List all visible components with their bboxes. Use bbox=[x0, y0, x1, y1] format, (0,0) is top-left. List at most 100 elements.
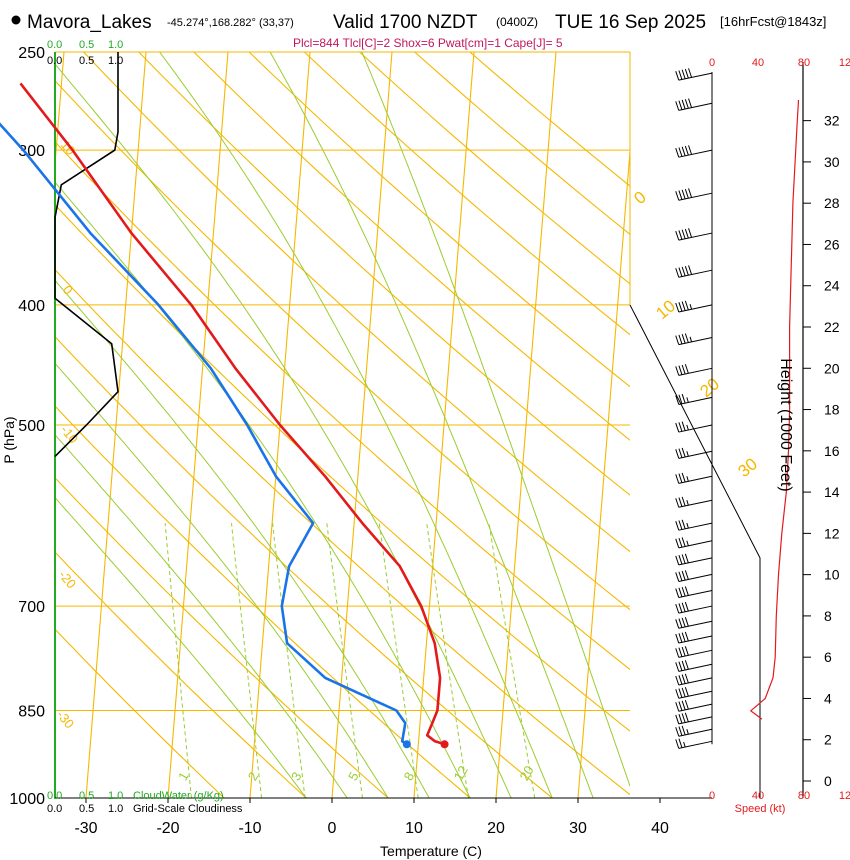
wind-speed-line bbox=[749, 99, 800, 720]
wind-barb-shaft-13 bbox=[678, 557, 713, 566]
dewpoint-line bbox=[0, 122, 408, 746]
height-tick-12: 12 bbox=[824, 525, 840, 541]
wind-barb-flag-15-0 bbox=[675, 521, 680, 531]
x-tick-0: 0 bbox=[328, 820, 337, 837]
wind-barb-flag-23-1 bbox=[678, 302, 683, 312]
speed-bottom-120: 12 bbox=[839, 790, 850, 802]
wind-barb-shaft-5 bbox=[678, 677, 713, 686]
wind-barb-flag-29-1 bbox=[678, 70, 683, 80]
cloudwater-label: CloudWater (g/Kg) bbox=[133, 790, 224, 802]
cloudiness-top-1: 1.0 bbox=[108, 55, 123, 67]
wind-barb-flag-7-1 bbox=[678, 647, 683, 657]
moist-adiabat-8 bbox=[361, 52, 630, 788]
wind-barb-flag-27-2 bbox=[681, 146, 686, 156]
sounding-profiles bbox=[0, 82, 449, 749]
height-tick-30: 30 bbox=[824, 154, 840, 170]
x-tick-40: 40 bbox=[651, 820, 669, 837]
wind-barb-flag-11-3 bbox=[684, 586, 689, 596]
wind-barb-flag-9-3 bbox=[684, 617, 689, 627]
wind-barb-flag-9-1 bbox=[678, 618, 683, 628]
pressure-tick-500: 500 bbox=[18, 418, 45, 435]
wind-barb-flag-27-3 bbox=[684, 145, 689, 156]
wind-barb-flag-24-4 bbox=[688, 265, 693, 275]
wind-barb-flag-24-1 bbox=[678, 267, 683, 277]
cloudiness-top-05: 0.5 bbox=[79, 55, 94, 67]
height-tick-10: 10 bbox=[824, 567, 840, 583]
wind-barb-half-14 bbox=[686, 540, 689, 546]
wind-barb-flag-2-2 bbox=[681, 713, 686, 723]
cloudiness-top-0: 0.0 bbox=[47, 55, 62, 67]
wind-barb-half-19 bbox=[686, 424, 689, 431]
wind-barb-flag-3-2 bbox=[681, 700, 686, 711]
x-tick-10: 10 bbox=[405, 820, 423, 837]
wind-barb-flag-21-0 bbox=[675, 366, 680, 376]
temperature-line bbox=[19, 82, 445, 746]
wind-barb-flag-26-0 bbox=[675, 191, 680, 201]
wind-barb-flag-11-0 bbox=[675, 588, 680, 598]
moist-adiabat-3 bbox=[55, 279, 430, 798]
wind-barb-flag-26-1 bbox=[678, 190, 683, 200]
wind-barb-flag-20-1 bbox=[678, 394, 683, 404]
station-name: Mavora_Lakes bbox=[27, 12, 152, 33]
dry-adiabat-7 bbox=[55, 141, 630, 671]
wind-barb-shaft-23 bbox=[678, 304, 713, 313]
wind-barb-half-18 bbox=[686, 451, 689, 457]
cloudwater-top-0: 0.0 bbox=[47, 39, 62, 51]
dry-adiabat-14 bbox=[358, 52, 630, 285]
wind-barb-shaft-16 bbox=[678, 499, 713, 508]
wind-barb-half-20 bbox=[686, 397, 689, 403]
mixing-ratio-label-0: 1 bbox=[175, 769, 192, 783]
wind-barb-flag-26-3 bbox=[684, 188, 689, 199]
wind-barb-flag-12-3 bbox=[684, 570, 689, 580]
wind-barb-flag-19-1 bbox=[678, 422, 683, 432]
cloudiness-bottom-0: 0.0 bbox=[47, 803, 62, 815]
mixing-ratio-0 bbox=[164, 523, 192, 799]
wind-barb-flag-28-3 bbox=[684, 99, 689, 109]
wind-barb-flag-18-1 bbox=[678, 448, 683, 458]
cloudwater-bottom-05: 0.5 bbox=[79, 790, 94, 802]
wind-barb-flag-4-0 bbox=[675, 689, 680, 699]
height-tick-16: 16 bbox=[824, 443, 840, 459]
height-tick-24: 24 bbox=[824, 278, 840, 294]
moist-adiabat-5 bbox=[55, 63, 512, 798]
pressure-tick-250: 250 bbox=[18, 45, 45, 62]
speed-bottom-40: 40 bbox=[752, 790, 764, 802]
wind-barb-flag-10-1 bbox=[678, 603, 683, 613]
wind-barb-flag-7-3 bbox=[684, 646, 689, 656]
wind-barb-flag-29-2 bbox=[681, 69, 686, 79]
wind-barb-shaft-7 bbox=[678, 649, 713, 658]
wind-barb-half-16 bbox=[686, 500, 689, 506]
wind-barb-shaft-29 bbox=[678, 72, 713, 81]
moist-adiabat-0 bbox=[55, 496, 307, 798]
wind-barb-shaft-17 bbox=[678, 475, 713, 484]
pressure-tick-300: 300 bbox=[18, 143, 45, 160]
height-tick-18: 18 bbox=[824, 402, 840, 418]
wind-barb-flag-13-3 bbox=[684, 553, 689, 563]
wind-barb-flag-22-3 bbox=[684, 333, 689, 343]
wind-barb-flag-18-2 bbox=[681, 447, 686, 458]
pressure-tick-700: 700 bbox=[18, 599, 45, 616]
wind-barb-flag-6-0 bbox=[675, 662, 680, 672]
wind-barb-flag-21-3 bbox=[684, 364, 689, 374]
wind-barb-flag-14-0 bbox=[675, 538, 680, 548]
wind-barb-flag-7-0 bbox=[675, 648, 680, 658]
wind-barb-shaft-12 bbox=[678, 573, 713, 582]
wind-barb-half-17 bbox=[686, 476, 689, 482]
wind-barb-shaft-10 bbox=[678, 605, 713, 614]
wind-barb-flag-28-1 bbox=[678, 100, 683, 110]
height-tick-20: 20 bbox=[824, 360, 840, 376]
moist-adiabat-7 bbox=[269, 52, 594, 798]
wind-barb-half-15 bbox=[686, 522, 689, 529]
wind-barb-shaft-2 bbox=[678, 716, 713, 725]
cloudiness-profile bbox=[54, 52, 119, 457]
height-tick-2: 2 bbox=[824, 732, 832, 748]
wind-barb-shaft-22 bbox=[678, 337, 713, 346]
mixing-ratio-3 bbox=[326, 523, 363, 799]
wind-barb-shaft-1 bbox=[678, 728, 713, 737]
utc-time: (0400Z) bbox=[496, 15, 538, 29]
wind-barb-flag-8-3 bbox=[684, 631, 689, 642]
mixing-ratio-5 bbox=[426, 523, 469, 799]
wind-barb-shaft-18 bbox=[678, 450, 713, 459]
wind-barb-flag-5-0 bbox=[675, 675, 680, 686]
